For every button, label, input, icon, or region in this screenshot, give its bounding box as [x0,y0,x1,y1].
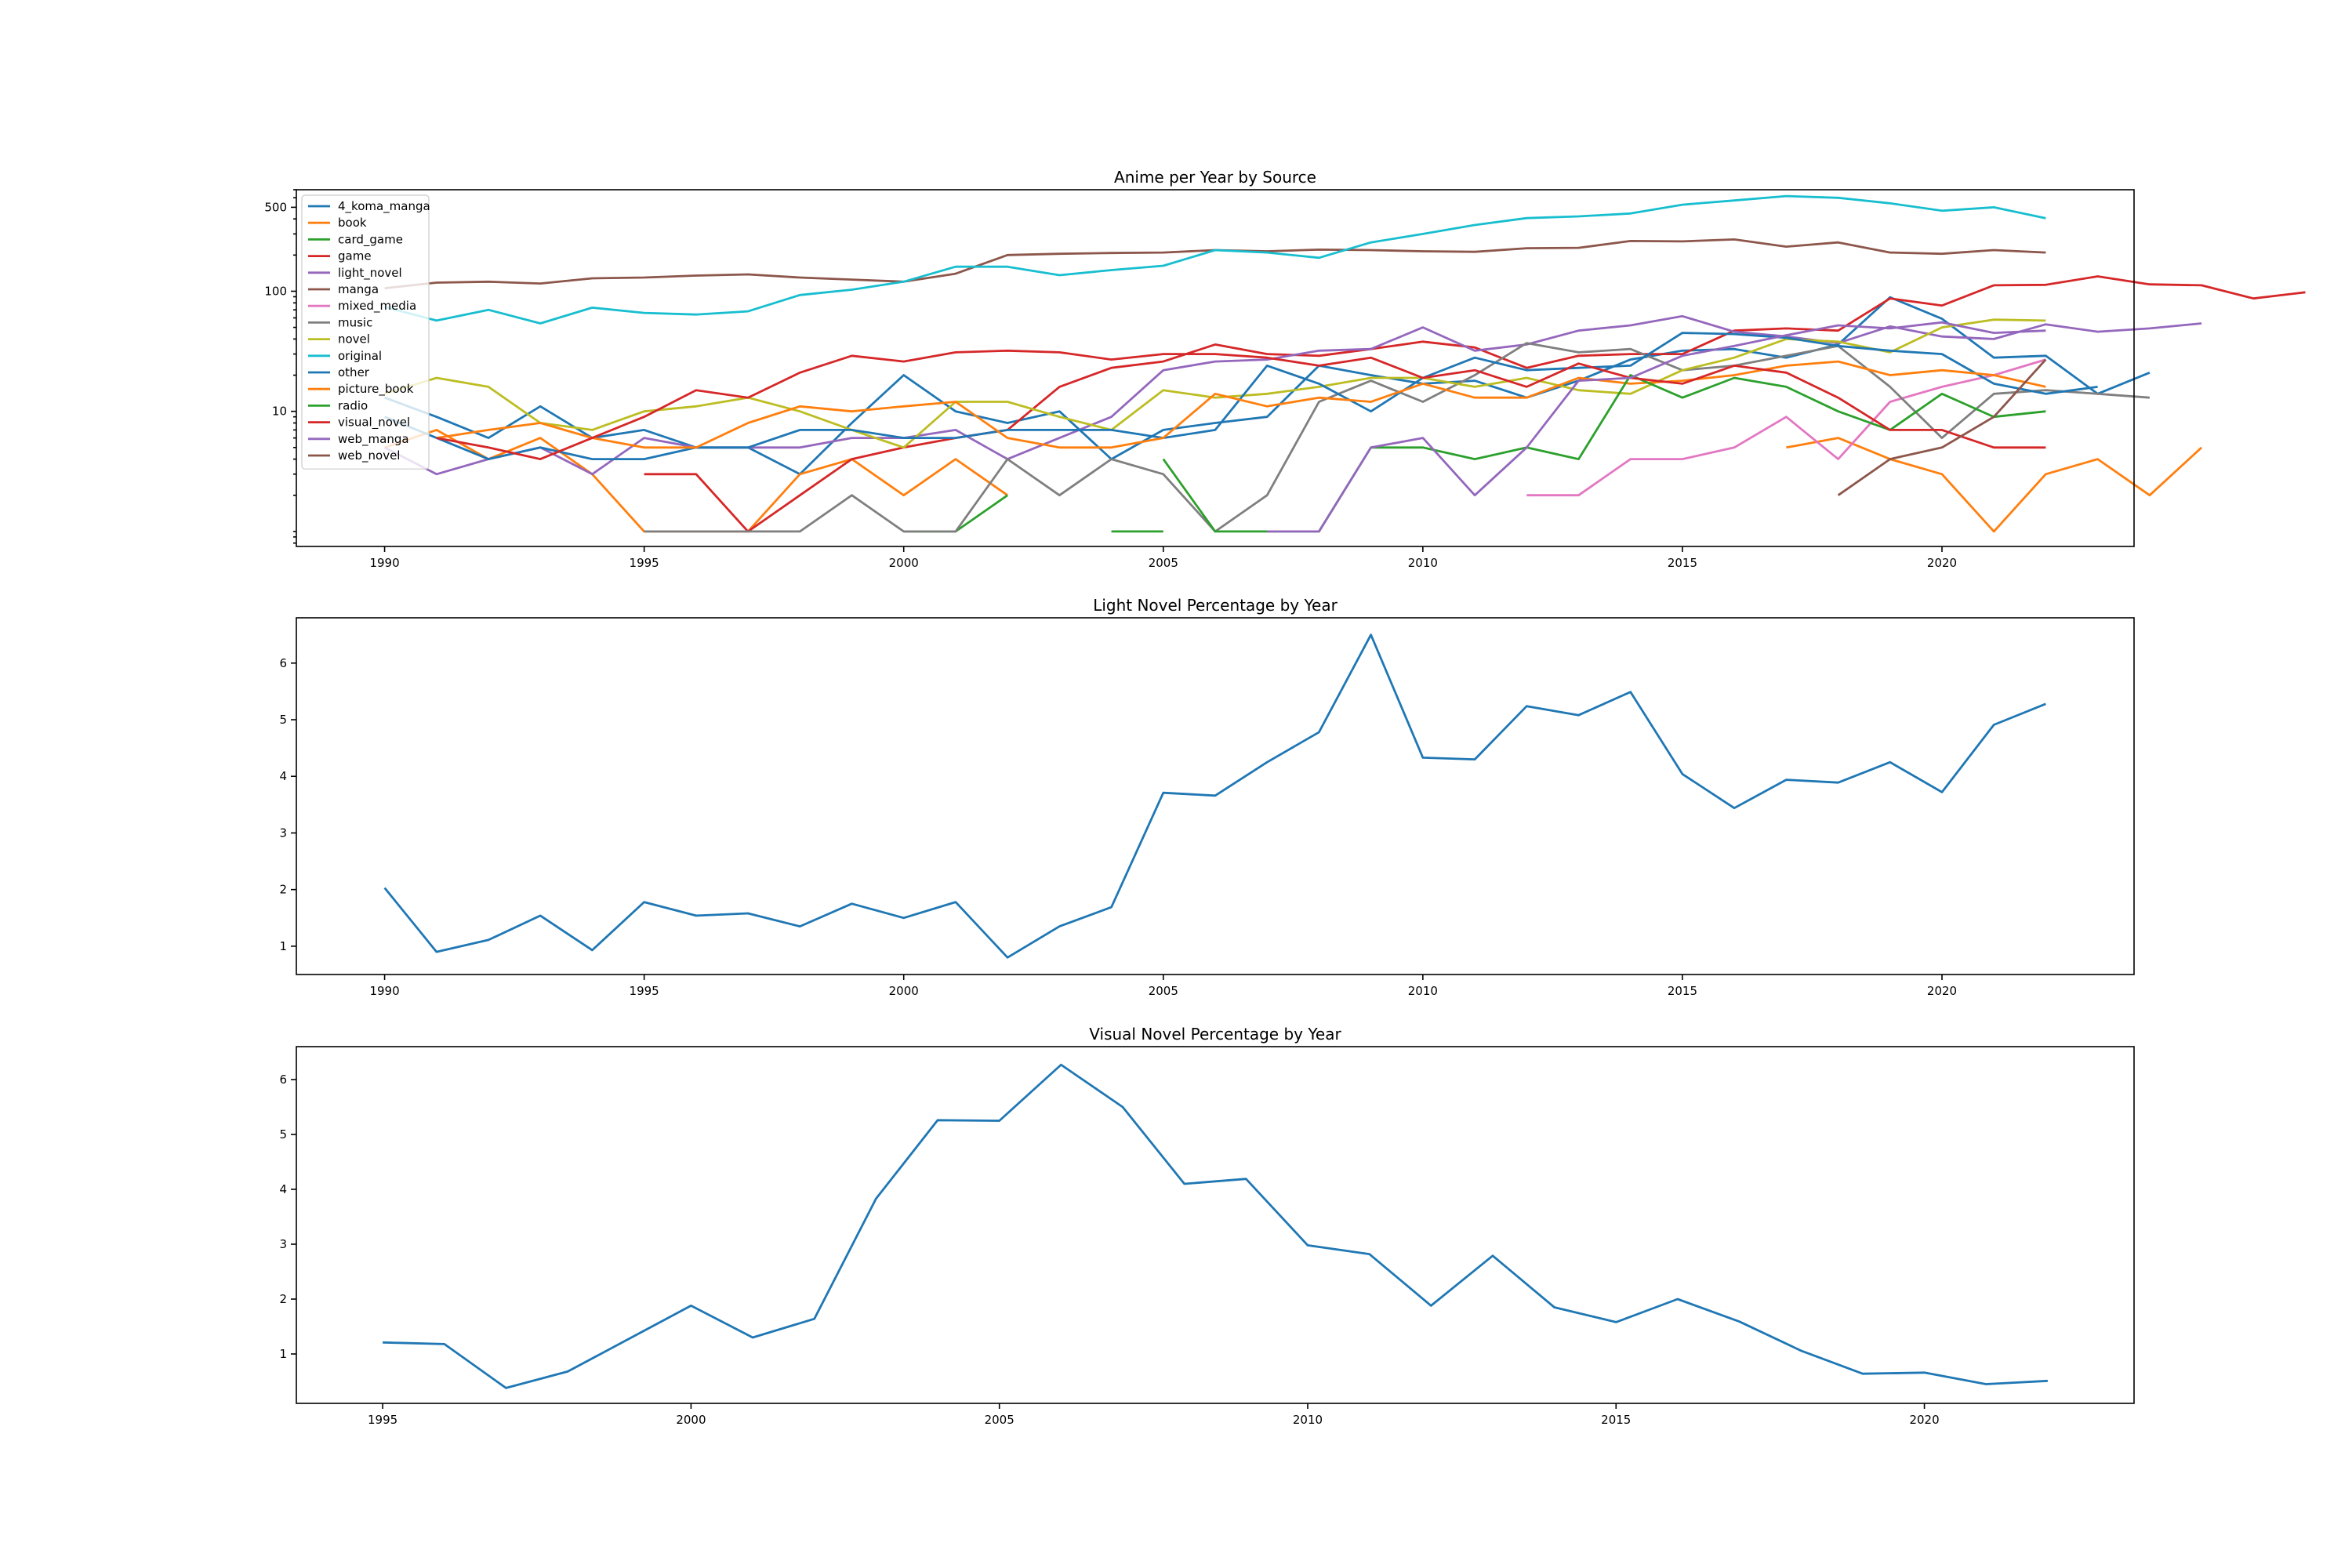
y-tick-label: 5 [279,713,287,727]
y-tick-label: 2 [279,883,287,897]
legend-label: light_novel [338,266,402,281]
chart-title: Light Novel Percentage by Year [1093,596,1338,615]
x-tick-label: 2005 [985,1413,1014,1427]
legend-label: radio [338,398,368,412]
plot-light-novel-percentage: Light Novel Percentage by Year 1990 1995 2… [279,596,2135,998]
series-line-web-novel [1837,358,2047,496]
series-line [383,633,2046,959]
y-tick-label: 2 [279,1292,287,1306]
x-tick-label: 2015 [1601,1413,1631,1427]
axes-frame [296,1046,2135,1404]
x-tick-label: 2020 [1909,1413,1939,1427]
y-tick-label: 5 [279,1127,287,1142]
legend-label: other [338,365,370,379]
series-line-manga [384,238,2046,289]
x-tick-label: 1990 [369,556,399,570]
y-tick-label: 10 [272,405,287,419]
x-tick-label: 2005 [1149,556,1178,570]
chart-title: Visual Novel Percentage by Year [1089,1025,1341,1044]
legend-label: original [338,349,382,363]
y-tick-label: 1 [279,939,287,953]
x-tick-label: 2005 [1149,984,1178,998]
legend-label: card_game [338,232,403,247]
axes-frame [296,617,2135,975]
x-tick-label: 2010 [1408,556,1438,570]
legend-label: 4_koma_manga [338,199,430,214]
series-line-other [384,332,2098,460]
y-tick-label: 3 [279,826,287,840]
x-tick-label: 1995 [630,556,659,570]
y-tick-label: 100 [264,284,287,298]
legend-label: web_manga [338,432,409,447]
legend-label: mixed_media [338,299,416,314]
series-line-game [644,275,2306,533]
legend-label: web_novel [338,448,400,463]
x-tick-label: 2020 [1927,984,1957,998]
series-line-original [384,194,2046,325]
series-line-book [384,429,2203,533]
y-tick-label: 4 [279,1182,287,1196]
series-line-picture-book [436,360,2046,449]
x-tick-label: 2000 [889,556,919,570]
x-tick-label: 1995 [630,984,659,998]
y-tick-label: 3 [279,1237,287,1251]
axes-frame [296,189,2135,547]
x-tick-label: 2000 [676,1413,706,1427]
x-tick-label: 2015 [1668,556,1697,570]
y-tick-label: 4 [279,769,287,783]
series-line-web-manga [1267,321,2046,533]
plot-visual-novel-percentage: Visual Novel Percentage by Year 1995 2000… [279,1025,2135,1427]
legend-label: game [338,249,372,263]
series-line-4-koma-manga [384,296,2151,476]
series-line-music [644,342,2151,533]
series-line [383,1063,2048,1389]
x-tick-label: 2010 [1408,984,1438,998]
legend-label: visual_novel [338,416,410,430]
series-line-card-game [903,494,1163,533]
legend-label: music [338,315,372,329]
y-tick-label: 1 [279,1347,287,1361]
x-tick-label: 1995 [368,1413,397,1427]
x-tick-label: 1990 [369,984,399,998]
y-tick-label: 6 [279,1073,287,1087]
legend-label: book [338,216,367,230]
series-line-visual-novel [436,349,2046,460]
legend-label: novel [338,332,370,347]
legend-box [301,194,430,470]
legend-label: picture_book [338,382,414,397]
x-tick-label: 2000 [889,984,919,998]
y-tick-label: 6 [279,656,287,670]
chart-title: Anime per Year by Source [1114,168,1316,187]
legend-label: manga [338,282,379,296]
plot-source-counts: Anime per Year by Source 1990 1995 2000 200… [264,168,2306,570]
x-tick-label: 2020 [1927,556,1957,570]
x-tick-label: 2015 [1668,984,1697,998]
x-tick-label: 2010 [1293,1413,1323,1427]
series-line-novel [384,318,2046,449]
series-line-mixed-media [1526,358,2046,497]
y-tick-label: 500 [264,200,287,214]
